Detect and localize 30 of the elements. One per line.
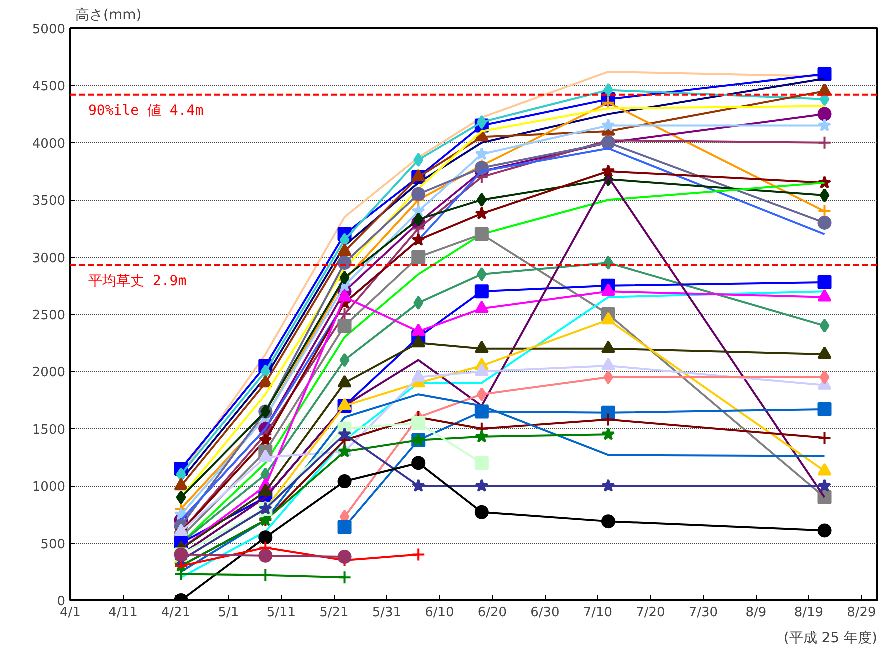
x-tick-label: 5/1 [218,606,240,620]
y-tick-label: 1500 [32,422,66,438]
x-tick-label: 6/10 [425,606,454,620]
y-tick-label: 1000 [32,480,66,496]
x-tick-label: 6/30 [530,606,560,620]
x-tick-label: 5/11 [266,606,296,620]
y-tick-label: 3500 [32,194,66,210]
x-tick-label: 6/20 [478,606,508,620]
x-tick-label: 8/19 [794,606,824,620]
ref-line-label: 90%ile 値 4.4m [88,102,204,119]
x-tick-label: 5/31 [372,606,402,620]
x-tick-label: 4/11 [108,606,138,620]
x-tick-label: 5/21 [320,606,349,620]
x-tick-label: 4/1 [60,606,81,620]
y-axis-title: 高さ(mm) [76,8,142,24]
y-tick-label: 4500 [32,80,66,95]
ref-line-label: 平均草丈 2.9m [88,273,187,290]
y-tick-label: 3000 [32,251,66,266]
y-tick-label: 2500 [32,308,66,324]
x-tick-label: 7/20 [636,606,666,620]
y-tick-label: 4000 [32,136,66,152]
text: (平成 25 年度) [784,630,878,646]
x-tick-label: 7/30 [688,606,718,620]
x-tick-label: 8/29 [847,606,876,620]
x-tick-label: 7/10 [583,606,613,620]
x-tick-label: 8/9 [746,606,767,620]
y-tick-label: 5000 [32,22,66,38]
y-tick-label: 500 [40,537,66,552]
x-tick-label: 4/21 [161,606,191,620]
y-tick-label: 2000 [32,366,66,381]
